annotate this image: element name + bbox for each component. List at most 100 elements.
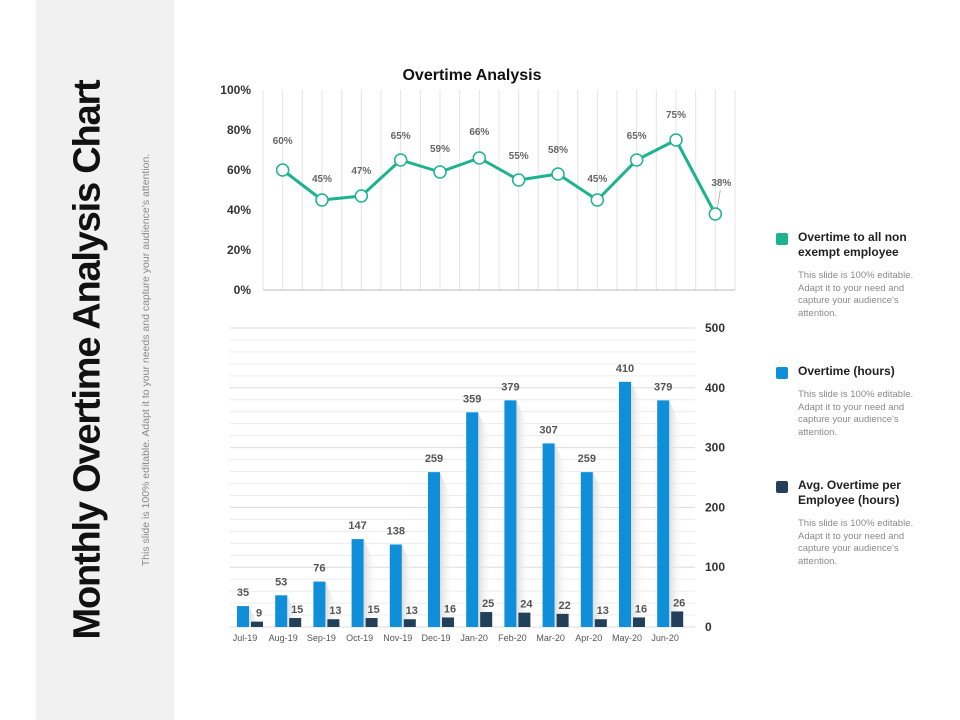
bar-shadow xyxy=(516,400,531,627)
legend-swatch-teal xyxy=(776,233,788,245)
legend-label: Overtime (hours) xyxy=(798,364,895,378)
bar-avg-overtime xyxy=(251,621,263,627)
bar-chart: 0100200300400500359Jul-195315Aug-197613S… xyxy=(230,321,725,643)
y-tick-label: 400 xyxy=(705,381,725,395)
y-tick-label: 40% xyxy=(227,203,251,217)
data-label: 45% xyxy=(312,174,332,185)
data-point xyxy=(275,163,290,177)
x-tick-label: May-20 xyxy=(612,633,642,643)
data-label: 55% xyxy=(509,151,529,162)
bar-avg-overtime xyxy=(442,617,454,627)
data-label: 66% xyxy=(469,127,489,138)
y-tick-label: 0 xyxy=(705,620,712,634)
data-point xyxy=(354,189,369,203)
x-tick-label: Mar-20 xyxy=(536,633,565,643)
data-point xyxy=(472,151,487,165)
data-label-avg-overtime: 22 xyxy=(558,600,570,612)
data-point xyxy=(511,173,526,187)
data-label-overtime-hours: 359 xyxy=(463,393,481,405)
data-point xyxy=(708,207,723,221)
x-tick-label: Jun-20 xyxy=(651,633,679,643)
data-label-avg-overtime: 16 xyxy=(444,603,456,615)
data-label: 38% xyxy=(711,178,731,189)
bar-avg-overtime xyxy=(327,619,340,627)
legend-description: This slide is 100% editable. Adapt it to… xyxy=(798,518,914,567)
data-point xyxy=(433,165,447,179)
data-label-overtime-hours: 138 xyxy=(387,525,405,537)
bar-overtime-hours xyxy=(275,595,288,627)
bar-avg-overtime xyxy=(556,613,569,627)
bar-shadow xyxy=(249,606,263,637)
bar-overtime-hours xyxy=(504,400,517,627)
x-tick-label: Jan-20 xyxy=(460,633,488,643)
data-point xyxy=(551,167,565,181)
data-label-avg-overtime: 25 xyxy=(482,598,494,610)
data-point xyxy=(669,133,683,147)
bar-shadow xyxy=(631,381,645,627)
data-label-avg-overtime: 26 xyxy=(673,597,685,609)
bar-shadow xyxy=(669,400,684,627)
legend-swatch-navy xyxy=(776,481,788,493)
data-label-overtime-hours: 76 xyxy=(313,563,325,575)
data-label: 59% xyxy=(430,144,450,155)
bar-avg-overtime xyxy=(289,618,302,627)
chart-title: Overtime Analysis xyxy=(402,67,541,84)
y-tick-label: 60% xyxy=(227,163,251,177)
data-label-overtime-hours: 259 xyxy=(578,453,596,465)
legend-description: This slide is 100% editable. Adapt it to… xyxy=(798,270,914,319)
legend-item-overtime-hours: Overtime (hours) This slide is 100% edit… xyxy=(776,364,936,439)
legend-label: Avg. Overtime per Employee (hours) xyxy=(798,478,901,507)
line-chart: 0% 20% 40% 60% 80% 100% Overtime Analysis 60% 45… xyxy=(220,67,736,297)
bar-shadow xyxy=(440,472,454,627)
data-label: 60% xyxy=(273,136,293,147)
data-point xyxy=(315,193,329,207)
legend-description: This slide is 100% editable. Adapt it to… xyxy=(798,389,914,438)
bar-overtime-hours xyxy=(619,381,631,627)
bar-overtime-hours xyxy=(313,581,326,627)
data-point xyxy=(629,153,644,167)
data-label-overtime-hours: 307 xyxy=(539,424,557,436)
x-tick-label: Feb-20 xyxy=(498,633,527,643)
data-label-overtime-hours: 147 xyxy=(348,520,366,532)
bar-avg-overtime xyxy=(518,612,531,627)
x-tick-label: Jul-19 xyxy=(233,633,258,643)
data-label-overtime-hours: 379 xyxy=(654,381,672,393)
y-tick-label: 100% xyxy=(220,83,251,97)
data-label: 75% xyxy=(666,110,686,121)
y-tick-label: 300 xyxy=(705,441,725,455)
x-tick-label: Nov-19 xyxy=(383,633,412,643)
bar-overtime-hours xyxy=(657,400,670,627)
y-tick-label: 200 xyxy=(705,500,725,514)
data-label-avg-overtime: 13 xyxy=(597,605,609,617)
data-label: 65% xyxy=(627,131,647,142)
data-label-avg-overtime: 13 xyxy=(406,605,418,617)
bar-avg-overtime xyxy=(594,619,607,627)
data-label-overtime-hours: 259 xyxy=(425,453,443,465)
bar-overtime-hours xyxy=(428,472,440,627)
data-label: 65% xyxy=(391,131,411,142)
bar-avg-overtime xyxy=(671,611,684,627)
bar-overtime-hours xyxy=(466,412,479,627)
data-label: 45% xyxy=(587,174,607,185)
x-tick-label: Apr-20 xyxy=(575,633,602,643)
x-tick-label: Oct-19 xyxy=(346,633,373,643)
legend-item-avg-overtime: Avg. Overtime per Employee (hours) This … xyxy=(776,478,936,568)
data-label: 58% xyxy=(548,145,568,156)
bar-overtime-hours xyxy=(389,544,402,627)
y-tick-label: 100 xyxy=(705,560,725,574)
data-label: 47% xyxy=(351,166,371,177)
data-label-avg-overtime: 13 xyxy=(329,605,341,617)
data-label-overtime-hours: 53 xyxy=(275,576,287,588)
data-label-avg-overtime: 15 xyxy=(291,604,303,616)
x-tick-label: Sep-19 xyxy=(307,633,336,643)
data-label-overtime-hours: 379 xyxy=(501,381,519,393)
data-label-avg-overtime: 24 xyxy=(520,599,533,611)
legend-swatch-blue xyxy=(776,367,788,379)
bar-shadow xyxy=(554,443,569,627)
x-tick-label: Aug-19 xyxy=(269,633,298,643)
bar-shadow xyxy=(363,539,378,627)
data-label-overtime-hours: 35 xyxy=(237,587,249,599)
bar-overtime-hours xyxy=(237,606,249,627)
bar-avg-overtime xyxy=(403,619,416,627)
